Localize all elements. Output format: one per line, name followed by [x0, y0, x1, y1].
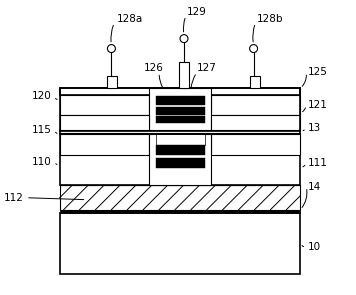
Text: 126: 126	[144, 63, 164, 73]
Text: 13: 13	[308, 123, 321, 133]
Text: 115: 115	[32, 125, 52, 135]
Circle shape	[108, 45, 115, 53]
Text: 127: 127	[197, 63, 217, 73]
Polygon shape	[108, 76, 117, 88]
Polygon shape	[211, 95, 300, 115]
Text: 120: 120	[32, 91, 52, 101]
Polygon shape	[149, 134, 211, 185]
Circle shape	[250, 45, 258, 53]
Polygon shape	[60, 185, 300, 210]
Polygon shape	[156, 96, 205, 105]
Polygon shape	[60, 213, 300, 274]
Polygon shape	[156, 145, 205, 155]
Polygon shape	[211, 134, 300, 155]
Text: 129: 129	[187, 7, 207, 17]
Text: 128b: 128b	[257, 14, 283, 24]
Polygon shape	[156, 116, 205, 123]
Text: 112: 112	[4, 193, 24, 203]
Polygon shape	[211, 115, 300, 130]
Text: 111: 111	[308, 158, 328, 168]
Polygon shape	[60, 134, 149, 155]
Polygon shape	[179, 63, 189, 88]
Polygon shape	[60, 95, 149, 115]
Polygon shape	[250, 76, 260, 88]
Polygon shape	[60, 88, 300, 95]
Polygon shape	[149, 88, 211, 130]
Text: 10: 10	[308, 242, 321, 253]
Polygon shape	[156, 134, 205, 145]
Text: 110: 110	[32, 157, 52, 167]
Text: 121: 121	[308, 100, 328, 110]
Text: 125: 125	[308, 68, 328, 77]
Circle shape	[180, 35, 188, 42]
Polygon shape	[156, 107, 205, 115]
Polygon shape	[156, 158, 205, 168]
Text: 128a: 128a	[116, 14, 143, 24]
Polygon shape	[60, 210, 300, 213]
Text: 14: 14	[308, 182, 321, 192]
Polygon shape	[60, 115, 149, 130]
Polygon shape	[60, 134, 300, 185]
